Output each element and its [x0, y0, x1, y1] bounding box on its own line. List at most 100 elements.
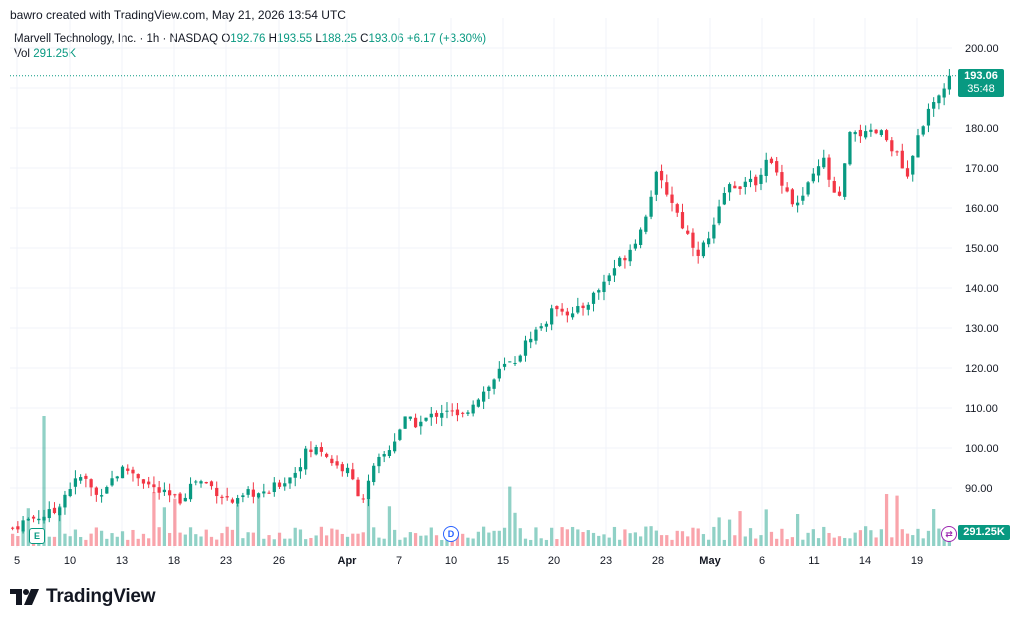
candle-body	[754, 176, 758, 186]
volume-bar	[277, 532, 282, 546]
candle-body	[246, 489, 250, 495]
candle-body	[335, 461, 339, 466]
tradingview-logo-text: TradingView	[46, 586, 156, 607]
volume-bar	[52, 536, 57, 546]
volume-bar	[115, 536, 119, 546]
candle-body	[534, 329, 538, 341]
candle-body	[864, 131, 868, 138]
candle-body	[147, 481, 151, 485]
volume-bar	[398, 539, 402, 546]
candle-body	[618, 257, 622, 266]
volume-bar	[895, 495, 899, 546]
candle-body	[612, 268, 617, 276]
candle-body	[330, 458, 334, 464]
volume-bar	[811, 529, 815, 546]
volume-bar	[743, 536, 747, 546]
volume-bar	[110, 533, 114, 546]
candle-body	[654, 171, 658, 195]
volume-bar	[581, 532, 585, 546]
candle-body	[126, 468, 130, 471]
candle-body	[429, 413, 433, 418]
candle-body	[408, 416, 412, 419]
candle-body	[26, 518, 30, 521]
volume-bar	[780, 528, 784, 546]
volume-bar	[372, 527, 376, 546]
time-tick-label: 7	[396, 555, 402, 567]
last-price-value: 193.06	[964, 69, 998, 82]
volume-bar	[670, 539, 674, 546]
volume-bar	[314, 535, 318, 546]
candle-body	[110, 478, 114, 486]
volume-bar	[173, 498, 177, 546]
volume-bar	[827, 532, 831, 546]
volume-bar	[267, 535, 271, 546]
volume-bar	[377, 537, 381, 546]
volume-bar	[356, 533, 360, 546]
candle-body	[251, 489, 255, 497]
volume-bar	[638, 536, 643, 546]
candle-body	[727, 184, 732, 193]
earnings-event-marker[interactable]: E	[29, 528, 45, 544]
time-tick-label: 11	[808, 555, 819, 567]
volume-bar	[120, 531, 125, 546]
candle-body	[272, 482, 276, 493]
candle-body	[780, 172, 784, 186]
candle-body	[403, 416, 407, 429]
price-tick-label: 120.00	[965, 363, 999, 375]
volume-bar	[455, 531, 460, 546]
volume-bar	[424, 535, 428, 546]
volume-bar	[905, 533, 910, 546]
volume-bar	[754, 538, 758, 546]
candle-body	[905, 168, 910, 177]
volume-bar	[864, 526, 868, 546]
candle-body	[351, 469, 355, 480]
volume-bar	[209, 536, 214, 546]
volume-bar	[790, 537, 795, 546]
candle-body	[283, 483, 287, 487]
volume-bar	[466, 537, 470, 546]
dividend-event-marker[interactable]: D	[443, 526, 459, 542]
volume-bar	[607, 537, 611, 546]
candle-body	[194, 481, 198, 483]
volume-bar	[623, 529, 627, 546]
candle-body	[675, 204, 679, 213]
candle-body	[775, 161, 779, 173]
volume-bar	[309, 537, 313, 546]
volume-bar	[937, 528, 941, 546]
volume-bar	[419, 535, 423, 546]
candle-body	[68, 489, 72, 497]
time-tick-label: 23	[600, 555, 612, 567]
volume-bar	[361, 532, 365, 546]
candle-body	[811, 173, 815, 182]
volume-bar	[597, 535, 601, 546]
candle-body	[550, 308, 554, 325]
volume-bar	[843, 537, 847, 546]
candle-body	[539, 326, 543, 329]
candle-body	[895, 151, 899, 153]
volume-bar	[272, 539, 276, 546]
volume-bar	[921, 538, 925, 546]
candle-body	[188, 483, 193, 500]
volume-bar	[335, 529, 339, 546]
volume-bar	[785, 539, 789, 546]
candle-body	[209, 481, 214, 487]
volume-bar	[141, 533, 146, 546]
volume-bar	[94, 527, 98, 546]
volume-bar	[99, 530, 104, 546]
candle-body	[555, 306, 559, 310]
symbol-legend: Marvell Technology, Inc. · 1h · NASDAQ O…	[14, 32, 486, 62]
split-event-icon[interactable]: ⇄	[941, 526, 957, 542]
volume-bar	[330, 528, 334, 546]
volume-bar	[822, 526, 826, 546]
candle-body	[879, 130, 883, 136]
candle-body	[932, 102, 936, 109]
candle-body	[393, 441, 397, 452]
symbol-title[interactable]: Marvell Technology, Inc. · 1h · NASDAQ	[14, 33, 219, 45]
candle-body	[345, 467, 350, 474]
volume-bar	[769, 531, 774, 546]
volume-bar	[555, 539, 559, 546]
volume-bar	[21, 530, 25, 546]
volume-bar	[26, 508, 30, 546]
candle-body	[94, 487, 98, 495]
